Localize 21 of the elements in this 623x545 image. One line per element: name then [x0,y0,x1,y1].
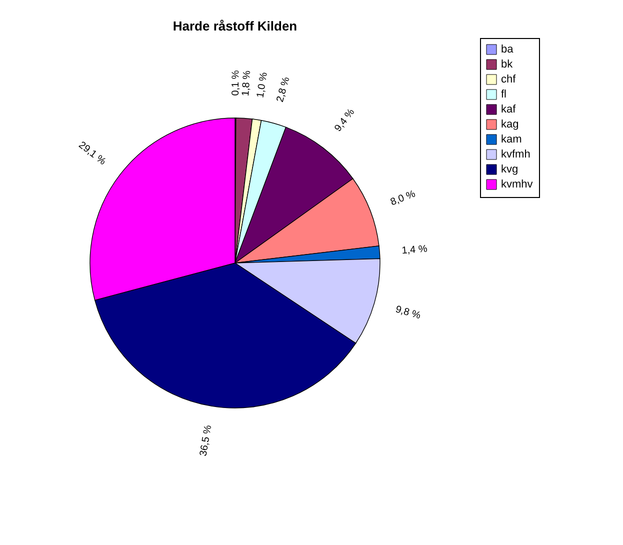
legend-label: ba [501,44,514,56]
data-label: 1,4 % [401,244,428,257]
data-label: 2,8 % [274,76,292,104]
legend-label: kvfmh [501,148,530,160]
data-label: 9,8 % [394,304,422,322]
legend-label: bk [501,58,514,70]
legend-label: chf [501,74,517,86]
legend-label: kvg [501,164,518,176]
data-label: 29,1 % [76,140,108,168]
chart-title: Harde råstoff Kilden [172,18,298,34]
data-label: 8,0 % [389,188,418,208]
legend-label: kaf [501,104,517,116]
data-label: 1,8 % [240,70,254,96]
legend-label: kam [501,134,522,146]
data-label: 9,4 % [332,106,358,134]
legend-label: kag [501,118,519,130]
legend-label: kvmhv [501,178,534,190]
data-label: 0,1 % [230,70,242,96]
legend-label: fl [501,88,506,100]
data-label: 1,0 % [255,72,270,99]
data-label: 36,5 % [198,424,214,457]
